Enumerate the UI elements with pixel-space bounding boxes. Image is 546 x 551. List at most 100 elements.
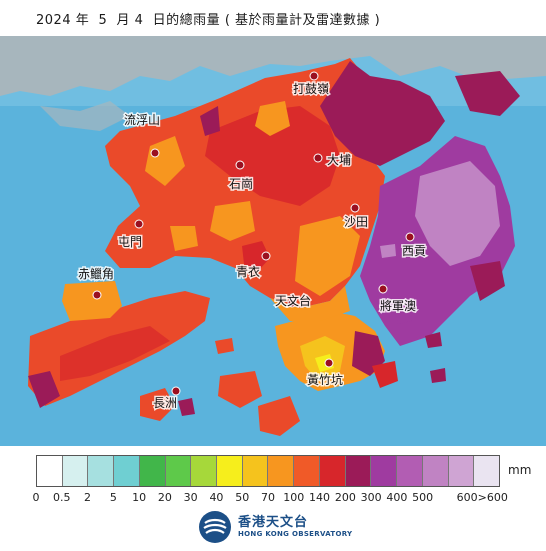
tsing-yi xyxy=(242,241,270,271)
rainfall-color-legend xyxy=(36,455,500,487)
kowloon xyxy=(270,286,350,321)
station-marker-sai-kung[interactable] xyxy=(405,232,415,242)
station-label-tsing-yi: 青衣 xyxy=(236,264,260,279)
legend-swatch xyxy=(422,456,449,486)
station-label-cheung-chau: 長洲 xyxy=(153,396,177,410)
legend-tick-label: 70 xyxy=(261,491,275,504)
legend-swatch xyxy=(371,456,398,486)
legend-tick-label: 2 xyxy=(84,491,92,504)
hk-island-southeast xyxy=(372,361,398,388)
northeast-heavy xyxy=(320,61,445,166)
station-marker-sha-tin[interactable] xyxy=(350,203,360,213)
legend-swatch xyxy=(268,456,295,486)
nt-heavy-core xyxy=(205,106,340,206)
station-label-tuen-mun: 屯門 xyxy=(118,235,142,249)
lantau-west-heavy xyxy=(28,371,60,408)
legend-tick-label: 10 xyxy=(132,491,147,504)
station-marker-shek-kong[interactable] xyxy=(235,160,245,170)
station-label-tseung-kwan-o: 將軍澳 xyxy=(380,298,416,313)
station-marker-lau-fau-shan[interactable] xyxy=(150,148,160,158)
legend-tick-label: 0 xyxy=(32,491,40,504)
legend-tick-label: 300 xyxy=(360,491,382,504)
hk-island-east-heavy xyxy=(352,331,385,376)
chek-lap-kok xyxy=(62,281,122,321)
cheung-chau-area xyxy=(140,388,175,421)
small-island-4 xyxy=(215,338,234,354)
rainfall-map: 打鼓嶺 流浮山 大埔 石崗 沙田 屯門 西貢 青衣 赤鱲角 天文台 將軍澳 黃竹… xyxy=(0,36,546,446)
legend-swatch xyxy=(397,456,423,486)
north-land-patch xyxy=(40,101,130,131)
legend-swatch xyxy=(37,456,63,486)
orange-patch-1 xyxy=(255,101,290,136)
legend-tick-label: 20 xyxy=(157,491,172,504)
legend-tick-label: 5 xyxy=(109,491,117,504)
legend-tick-label: 600>600 xyxy=(456,491,508,504)
station-marker-tsing-yi[interactable] xyxy=(261,251,271,261)
station-marker-tseung-kwan-o[interactable] xyxy=(378,284,388,294)
station-marker-ta-kwu-ling[interactable] xyxy=(309,71,319,81)
legend-swatch xyxy=(345,456,372,486)
small-island-1 xyxy=(395,308,412,324)
orange-patch-4 xyxy=(210,201,255,241)
northeast-island xyxy=(455,71,520,116)
observatory-logo-icon xyxy=(199,511,231,543)
station-marker-tai-po[interactable] xyxy=(313,153,323,163)
legend-tick-label: 30 xyxy=(183,491,198,504)
observatory-name-zh: 香港天文台 xyxy=(238,515,309,530)
small-island-5 xyxy=(380,244,396,258)
station-marker-observatory[interactable] xyxy=(287,298,297,308)
sai-kung-lighter xyxy=(415,161,500,266)
legend-swatch xyxy=(319,456,346,486)
orange-patch-3 xyxy=(295,216,360,296)
map-title: 2024 年 5 月 4 日的總雨量 ( 基於雨量計及雷達數據 ) xyxy=(36,13,381,28)
legend-tick-label: 50 xyxy=(235,491,250,504)
station-label-sai-kung: 西貢 xyxy=(402,244,426,258)
legend-unit: mm xyxy=(508,463,532,477)
shenzhen-land xyxy=(0,36,546,96)
legend-swatch xyxy=(474,456,499,486)
station-marker-chek-lap-kok[interactable] xyxy=(92,290,102,300)
station-marker-tuen-mun[interactable] xyxy=(134,219,144,229)
station-marker-wong-chuk-hang[interactable] xyxy=(324,358,334,368)
legend-tick-label: 40 xyxy=(209,491,224,504)
orange-patch-5 xyxy=(170,226,198,251)
legend-swatch xyxy=(217,456,243,486)
rainfall-map-svg: 打鼓嶺 流浮山 大埔 石崗 沙田 屯門 西貢 青衣 赤鱲角 天文台 將軍澳 黃竹… xyxy=(0,36,546,446)
lantau-core xyxy=(60,326,170,381)
station-label-tai-po: 大埔 xyxy=(327,153,351,167)
station-labels: 打鼓嶺 流浮山 大埔 石崗 沙田 屯門 西貢 青衣 赤鱲角 天文台 將軍澳 黃竹… xyxy=(77,81,428,412)
legend-swatch xyxy=(139,456,166,486)
station-label-wong-chuk-hang: 黃竹坑 xyxy=(307,372,343,387)
legend-tick-label: 100 xyxy=(283,491,305,504)
legend-swatch xyxy=(191,456,218,486)
legend-ticks: 0 0.5 2 5 10 20 30 40 50 70 100 140 200 300 400 500 600>… xyxy=(0,491,546,507)
observatory-logo: 香港天文台 HONG KONG OBSERVATORY xyxy=(198,510,398,546)
legend-tick-label: 200 xyxy=(334,491,356,504)
station-label-shek-kong: 石崗 xyxy=(229,177,253,191)
legend-swatch xyxy=(114,456,140,486)
legend-tick-label: 0.5 xyxy=(53,491,71,504)
station-label-chek-lap-kok: 赤鱲角 xyxy=(78,267,114,281)
cheung-chau-island xyxy=(178,398,195,416)
station-marker-cheung-chau[interactable] xyxy=(171,386,181,396)
small-island-2 xyxy=(425,332,442,348)
station-label-lau-fau-shan: 流浮山 xyxy=(124,113,160,127)
station-label-ta-kwu-ling: 打鼓嶺 xyxy=(293,82,329,96)
legend-swatch xyxy=(448,456,475,486)
station-label-observatory: 天文台 xyxy=(275,293,311,308)
legend-tick-label: 400 xyxy=(386,491,408,504)
lamma-island xyxy=(258,396,300,436)
legend-swatch xyxy=(242,456,269,486)
legend-swatch xyxy=(294,456,320,486)
legend-swatch xyxy=(165,456,192,486)
sai-kung-dark-patch xyxy=(470,261,505,301)
west-heavy-patch xyxy=(200,106,220,136)
observatory-name-en: HONG KONG OBSERVATORY xyxy=(238,530,353,538)
legend-swatch xyxy=(62,456,89,486)
small-island-3 xyxy=(430,368,446,383)
lamma-area xyxy=(218,371,262,408)
station-markers xyxy=(92,71,415,396)
station-label-sha-tin: 沙田 xyxy=(344,215,368,229)
legend-tick-label: 140 xyxy=(309,491,331,504)
legend-tick-label: 500 xyxy=(412,491,434,504)
